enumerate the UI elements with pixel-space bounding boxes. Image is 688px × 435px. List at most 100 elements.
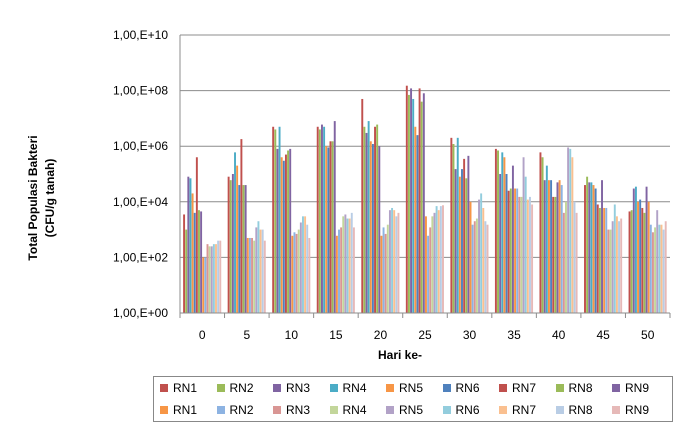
bar-rn7-20: [374, 126, 376, 314]
bar-rn1-15: [335, 235, 338, 313]
bar-rn5-5: [236, 165, 239, 313]
bar-rn8-50: [662, 229, 665, 313]
bar-rn8-30: [465, 178, 468, 313]
bar-rn8-20: [376, 124, 379, 313]
bar-rn8-0: [217, 240, 220, 313]
bar-rn7-0: [215, 244, 217, 313]
bar-rn2-30: [452, 144, 455, 313]
bar-rn5-15: [344, 214, 347, 313]
bar-rn4-40: [565, 201, 567, 313]
bar-rn4-20: [367, 121, 370, 313]
x-tick-label: 40: [552, 328, 566, 342]
bar-rn2-25: [407, 94, 410, 313]
legend-swatch: [555, 406, 564, 414]
bar-rn8-40: [573, 201, 576, 313]
bar-rn1-25: [405, 85, 408, 313]
bar-rn6-30: [461, 169, 463, 313]
bar-rn9-5: [244, 185, 247, 313]
x-tick-labels: 0 5 10 15 20 25 30 35 40 45 50: [199, 328, 655, 342]
bar-rn7-5: [240, 139, 243, 313]
bar-rn3-20: [384, 233, 387, 313]
bar-rn4-10: [278, 126, 281, 314]
bar-rn9-15: [352, 227, 355, 313]
legend-swatch: [612, 406, 620, 414]
bar-rn3-10: [276, 148, 279, 313]
legend-item: RN9: [612, 381, 669, 395]
x-tick-label: 20: [374, 328, 388, 342]
bar-rn5-45: [592, 185, 595, 313]
bar-rn3-45: [588, 182, 591, 313]
legend-label: RN1: [173, 403, 198, 417]
legend-item: RN9: [612, 403, 669, 417]
legend-swatch: [273, 384, 281, 392]
x-tick-label: 50: [641, 328, 655, 342]
bar-rn9-40: [575, 212, 578, 313]
bar-rn6-35: [505, 174, 508, 313]
bar-rn7-25: [418, 88, 421, 314]
bar-rn3-50: [632, 188, 635, 313]
bar-rn1-0: [202, 257, 205, 313]
bar-rn1-30: [450, 137, 453, 313]
bar-rn6-5: [257, 221, 260, 313]
bar-rn2-40: [560, 185, 563, 313]
legend-label: RN6: [455, 403, 480, 417]
legend-item: RN1: [160, 403, 217, 417]
bar-rn2-50: [630, 210, 633, 313]
bar-rn7-45: [596, 204, 599, 313]
bar-rn3-15: [321, 124, 323, 313]
bar-rn1-35: [494, 148, 497, 313]
legend-swatch: [329, 384, 338, 392]
bar-rn9-20: [397, 212, 400, 313]
bar-rn2-10: [274, 129, 277, 313]
legend-item: RN2: [216, 403, 274, 417]
bar-rn4-40: [545, 165, 548, 313]
bar-rn5-15: [325, 146, 328, 313]
bar-rn4-45: [590, 182, 593, 313]
bar-rn4-15: [323, 126, 326, 314]
legend-label: RN2: [229, 403, 254, 417]
bar-rn1-20: [361, 98, 364, 313]
bar-rn2-50: [649, 224, 652, 313]
bar-rn3-40: [543, 180, 546, 313]
x-tick-label: 25: [418, 328, 432, 342]
x-tick-label: 10: [285, 328, 299, 342]
bar-rn3-15: [340, 227, 343, 313]
legend-item: RN6: [442, 403, 500, 417]
legend-swatch: [499, 384, 507, 392]
bar-rn2-10: [293, 232, 296, 313]
bar-rn5-25: [414, 126, 417, 314]
bar-rn9-25: [442, 205, 444, 313]
bar-rn8-5: [261, 229, 264, 313]
bar-rn6-30: [480, 193, 483, 313]
legend-item: RN4: [329, 381, 387, 395]
bar-rn4-30: [475, 218, 478, 313]
bar-rn5-20: [369, 141, 372, 313]
x-tick-label: 35: [507, 328, 521, 342]
bar-rn2-0: [185, 229, 188, 313]
bar-rn3-30: [454, 169, 457, 313]
bar-rn1-5: [246, 237, 249, 313]
bar-rn3-20: [365, 132, 368, 313]
bar-rn9-0: [219, 240, 222, 313]
bar-rn1-10: [272, 126, 275, 314]
legend-label: RN4: [342, 403, 367, 417]
bar-rn6-5: [238, 185, 241, 313]
bar-rn9-25: [422, 93, 425, 313]
bar-rn2-25: [427, 235, 430, 313]
bar-rn3-25: [429, 227, 432, 313]
bar-rn3-25: [410, 88, 413, 314]
bar-rn4-5: [234, 152, 236, 313]
legend-label: RN6: [455, 381, 480, 395]
legend-label: RN8: [568, 403, 593, 417]
bar-rn1-50: [647, 201, 650, 313]
bar-rn9-30: [467, 155, 470, 313]
bar-rn9-10: [289, 148, 292, 313]
bar-rn5-0: [191, 193, 194, 313]
bar-rn4-25: [412, 98, 415, 313]
bar-rn3-40: [562, 212, 565, 313]
bar-rn5-40: [547, 180, 550, 313]
bar-rn6-25: [416, 135, 419, 313]
bar-rn1-40: [539, 152, 542, 313]
legend-swatch: [499, 406, 507, 414]
legend-swatch: [386, 406, 394, 414]
